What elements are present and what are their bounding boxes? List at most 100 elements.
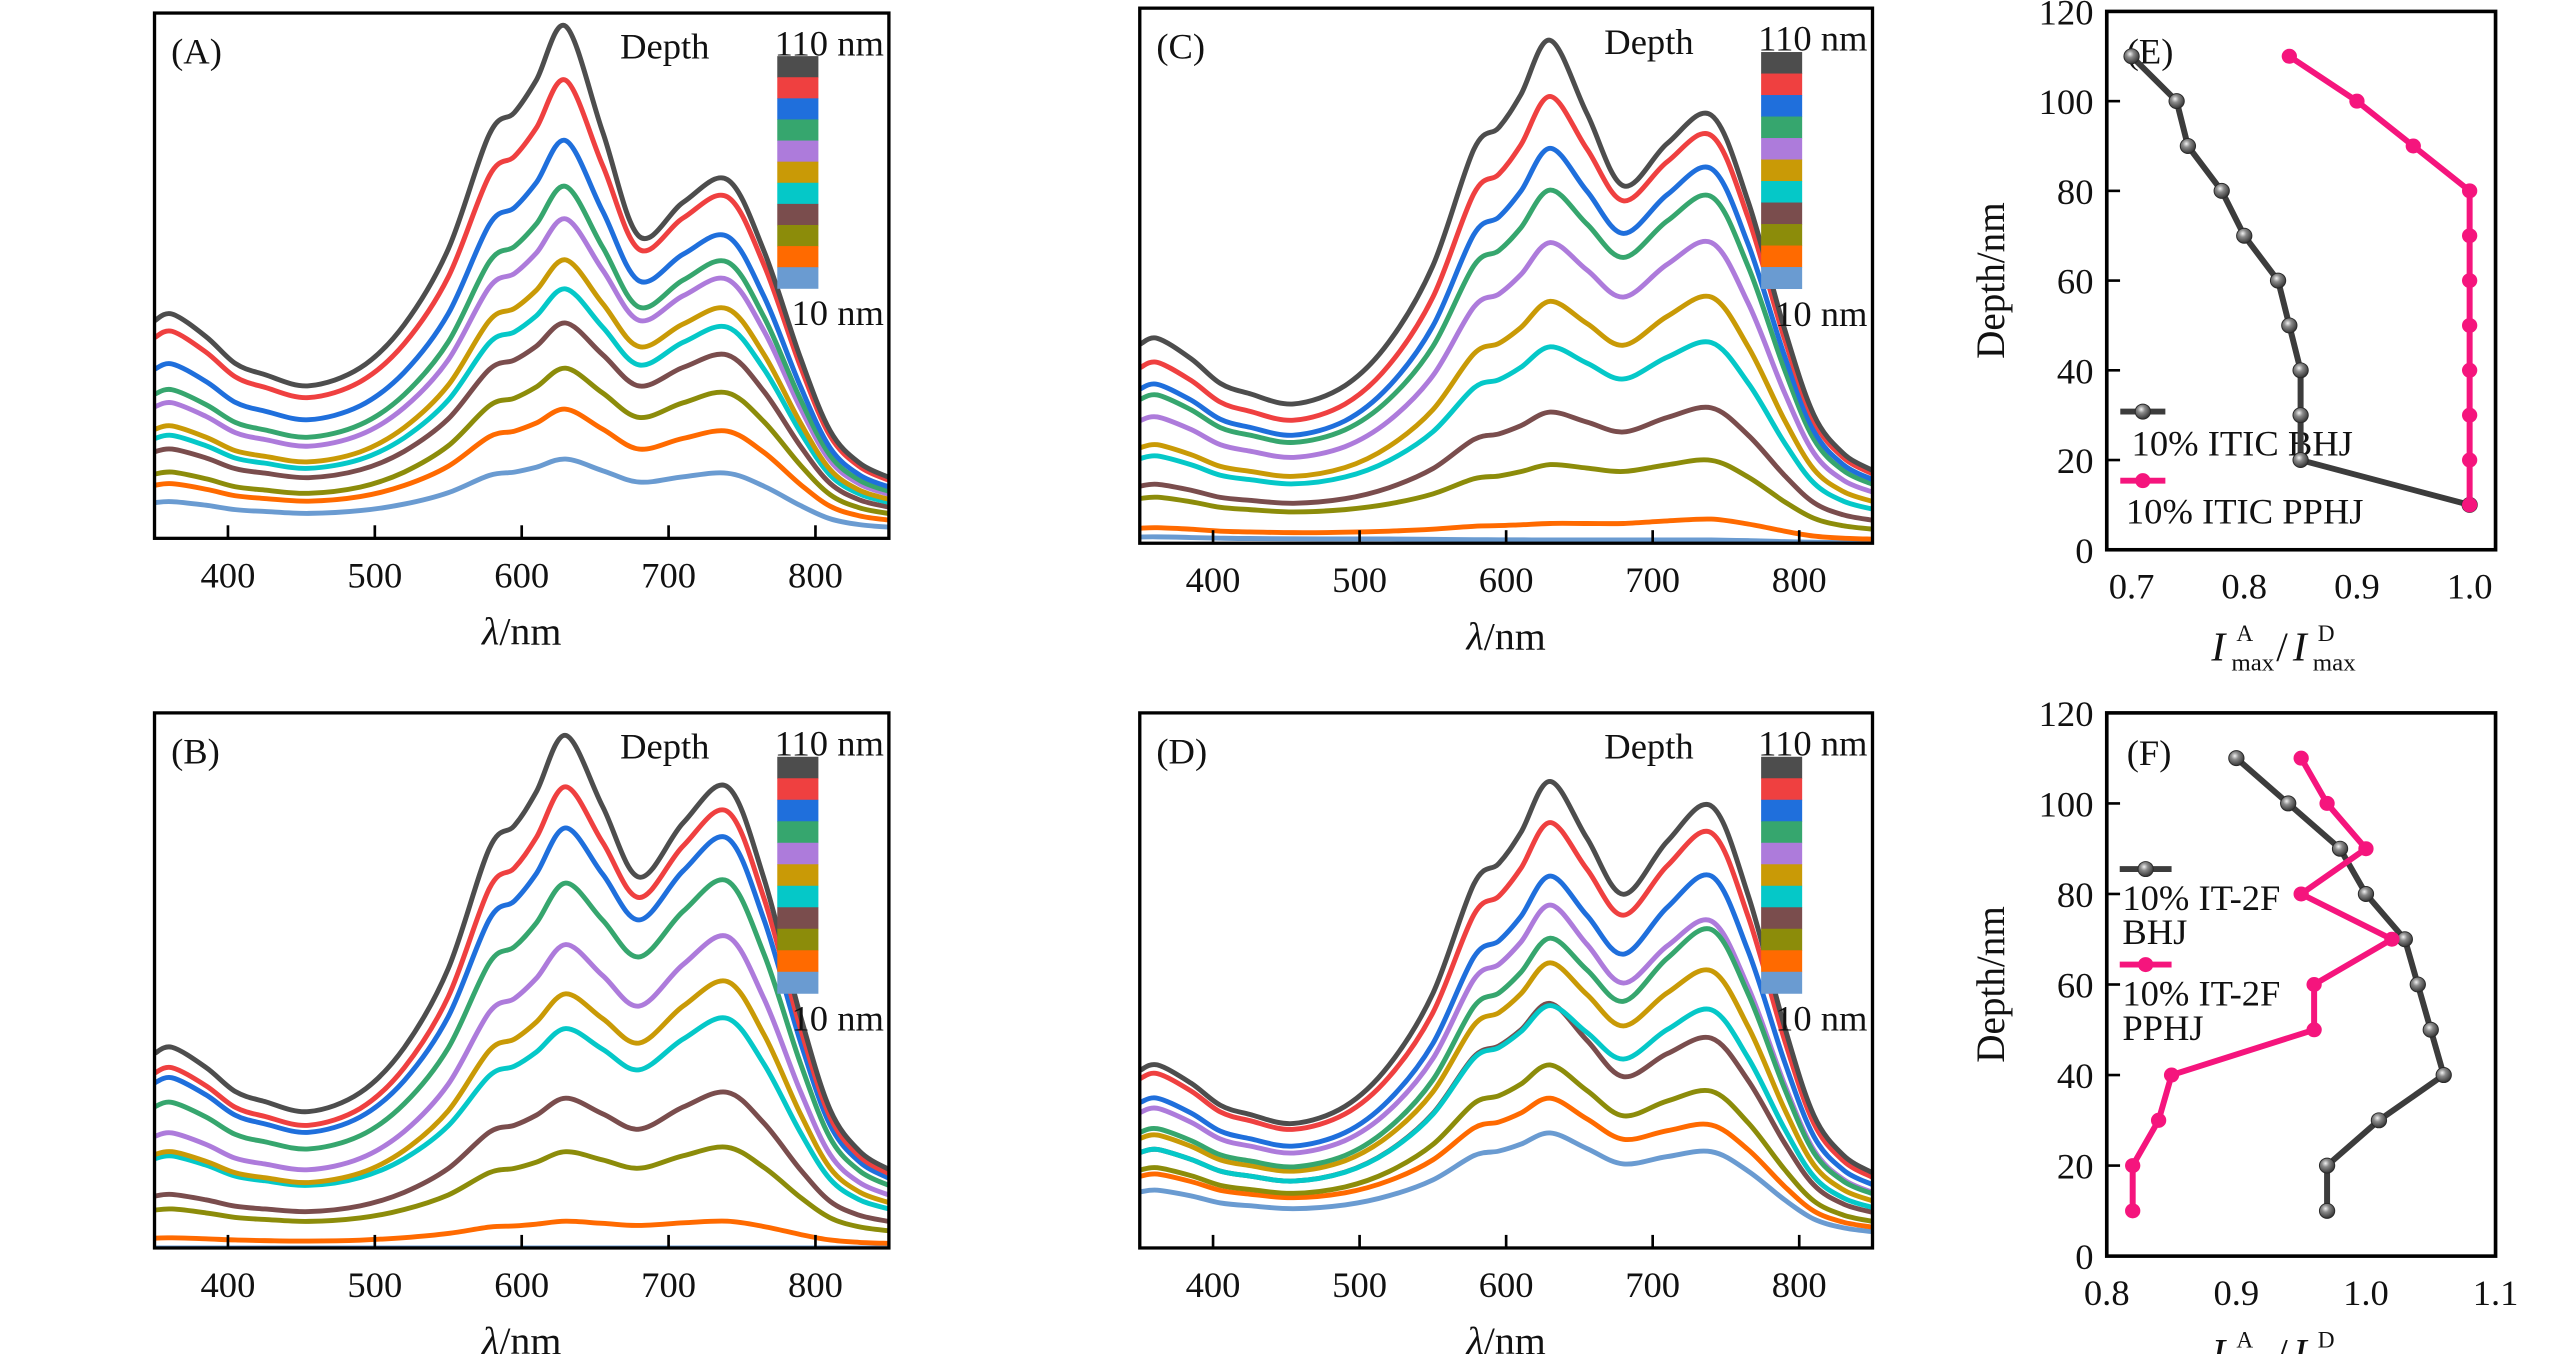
colorbar-swatch-20-nm bbox=[777, 246, 819, 268]
colorbar-swatch-50-nm bbox=[777, 182, 819, 205]
spectrum-line-60-nm bbox=[1139, 960, 1873, 1204]
data-point bbox=[2125, 1158, 2141, 1174]
spectrum-line-30-nm bbox=[154, 1144, 889, 1234]
legend-marker bbox=[2134, 403, 2151, 420]
legend-top-label: 110 nm bbox=[775, 724, 884, 764]
spectrum-line-80-nm bbox=[154, 877, 889, 1188]
colorbar-swatch-80-nm bbox=[1761, 821, 1803, 844]
x-axis-label-sup-acceptor: A bbox=[2236, 1327, 2253, 1353]
x-axis-label-unit: /nm bbox=[1484, 615, 1546, 659]
colorbar-swatch-100-nm bbox=[1761, 73, 1803, 96]
x-tick-label: 400 bbox=[1186, 1265, 1241, 1305]
colorbar-swatch-100-nm bbox=[777, 778, 819, 801]
colorbar-swatch-40-nm bbox=[777, 907, 819, 930]
colorbar-swatch-90-nm bbox=[1761, 95, 1803, 118]
data-point bbox=[2228, 750, 2245, 767]
y-axis-label: Depth/nm bbox=[1968, 906, 2012, 1063]
x-axis-label-sup-donor: D bbox=[2318, 1327, 2335, 1353]
spectrum-line-20-nm bbox=[154, 1218, 889, 1246]
spectrum-line-100-nm bbox=[154, 77, 889, 483]
legend: 10% ITIC BHJ 10% ITIC PPHJ bbox=[2120, 403, 2364, 532]
x-tick-label: 0.9 bbox=[2334, 567, 2380, 607]
colorbar-swatch-20-nm bbox=[1761, 950, 1803, 973]
y-tick-label: 120 bbox=[2039, 0, 2094, 32]
legend-bottom-label: 10 nm bbox=[792, 293, 884, 333]
colorbar-swatch-10-nm bbox=[777, 267, 819, 289]
x-tick-label: 600 bbox=[494, 556, 549, 596]
x-tick-label: 400 bbox=[201, 1265, 256, 1305]
legend-title: Depth bbox=[620, 27, 709, 67]
spectrum-line-30-nm bbox=[154, 365, 889, 516]
data-point bbox=[2461, 228, 2478, 244]
data-point bbox=[2357, 885, 2375, 902]
data-point bbox=[2405, 138, 2421, 154]
panel-label: (A) bbox=[171, 32, 222, 72]
x-tick-label: 600 bbox=[1479, 1265, 1534, 1305]
y-tick-label: 0 bbox=[2075, 1237, 2093, 1277]
x-tick-label: 0.8 bbox=[2084, 1273, 2130, 1313]
data-point bbox=[2318, 1157, 2336, 1174]
x-tick-label: 600 bbox=[494, 1265, 549, 1305]
data-point bbox=[2349, 93, 2365, 109]
colorbar-swatch-80-nm bbox=[777, 821, 819, 844]
y-tick-label: 100 bbox=[2039, 82, 2094, 122]
legend-top-label: 110 nm bbox=[1758, 724, 1867, 764]
spectra-panel-c: 400 500 600 700 800 λ/nm (C) Depth 110 nm 10 nm bbox=[1138, 6, 1875, 659]
data-point bbox=[2236, 227, 2253, 244]
series-0 bbox=[2228, 750, 2452, 1219]
legend-marker bbox=[2138, 957, 2154, 973]
x-axis-label: λ/nm bbox=[1465, 1319, 1546, 1354]
x-axis-label-unit: /nm bbox=[499, 1319, 561, 1354]
data-point bbox=[2435, 1067, 2452, 1084]
spectrum-line-10-nm bbox=[154, 456, 889, 530]
y-tick-label: 120 bbox=[2039, 694, 2094, 734]
data-point bbox=[2461, 362, 2478, 378]
data-point bbox=[2179, 138, 2197, 154]
x-tick-label: 0.9 bbox=[2214, 1273, 2260, 1313]
spectrum-line-40-nm bbox=[1139, 404, 1873, 523]
legend-title: Depth bbox=[620, 727, 709, 767]
spectrum-line-60-nm bbox=[154, 978, 889, 1205]
colorbar-swatch-30-nm bbox=[1761, 224, 1803, 247]
colorbar-swatch-40-nm bbox=[1761, 202, 1803, 225]
x-axis-label-symbol: λ bbox=[481, 1319, 499, 1354]
x-tick-label: 0.7 bbox=[2109, 567, 2155, 607]
colorbar-swatch-40-nm bbox=[1761, 907, 1803, 930]
spectrum-line-80-nm bbox=[1139, 926, 1873, 1197]
colorbar-swatch-80-nm bbox=[777, 119, 819, 142]
data-point bbox=[2319, 795, 2335, 811]
spectrum-line-70-nm bbox=[154, 216, 889, 497]
data-point bbox=[2306, 977, 2322, 993]
x-tick-label: 400 bbox=[201, 556, 256, 596]
series-1 bbox=[2281, 48, 2478, 513]
colorbar-swatch-110-nm bbox=[1761, 52, 1803, 75]
colorbar-swatch-50-nm bbox=[777, 885, 819, 908]
colorbar-swatch-100-nm bbox=[777, 77, 819, 99]
y-tick-label: 60 bbox=[2057, 262, 2094, 302]
data-point bbox=[2292, 407, 2309, 424]
x-tick-label: 600 bbox=[1479, 560, 1534, 600]
x-axis-label-symbol: I bbox=[2292, 1330, 2309, 1354]
x-axis-label-symbol: λ bbox=[1465, 615, 1483, 659]
colorbar-swatch-50-nm bbox=[1761, 181, 1803, 204]
colorbar-swatch-90-nm bbox=[777, 98, 819, 120]
legend-top-label: 110 nm bbox=[1758, 19, 1867, 59]
x-axis-label-slash: / bbox=[2276, 1330, 2288, 1354]
data-point bbox=[2168, 93, 2185, 110]
spectra-panel-b: 400 500 600 700 800 λ/nm (B) Depth 110 nm 10 nm bbox=[152, 711, 891, 1354]
spectrum-line-40-nm bbox=[154, 1089, 889, 1224]
x-axis-label-slash: / bbox=[2276, 624, 2288, 670]
x-axis-label-symbol: I bbox=[2210, 1330, 2227, 1354]
spectrum-line-90-nm bbox=[154, 825, 889, 1181]
data-point bbox=[2292, 362, 2309, 379]
y-tick-label: 60 bbox=[2057, 966, 2094, 1006]
data-point bbox=[2331, 840, 2349, 857]
data-point bbox=[2384, 931, 2400, 947]
x-tick-label: 1.0 bbox=[2343, 1273, 2389, 1313]
legend-label-line2: BHJ bbox=[2122, 912, 2187, 952]
colorbar-swatch-60-nm bbox=[1761, 159, 1803, 182]
y-tick-label: 80 bbox=[2057, 875, 2094, 915]
